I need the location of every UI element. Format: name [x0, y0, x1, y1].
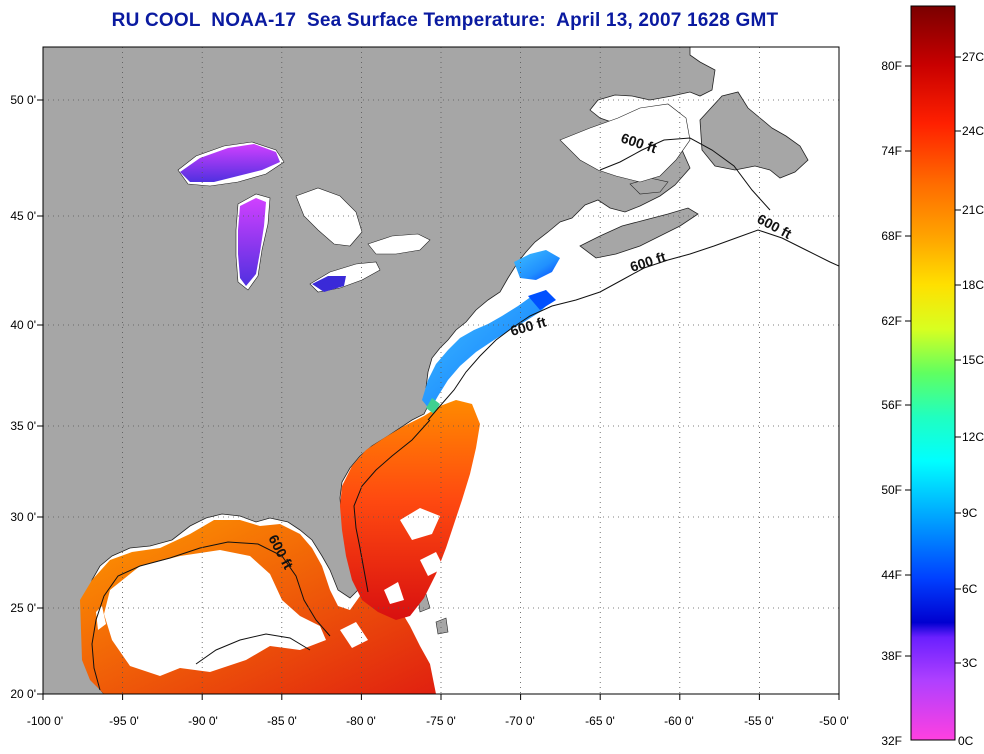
colorbar-fahrenheit-labels: 80F 74F 68F 62F 56F 50F 44F 38F 32F: [881, 59, 902, 748]
lake-huron: [295, 187, 363, 247]
lat-axis-labels: 20 0' 25 0' 30 0' 35 0' 40 0' 45 0' 50 0…: [10, 93, 36, 701]
colorbar-celsius-labels: 27C 24C 21C 18C 15C 12C 9C 6C 3C 0C: [958, 50, 984, 748]
lon-label: -100 0': [27, 714, 63, 728]
lat-label: 25 0': [10, 601, 36, 615]
lon-label: -90 0': [188, 714, 218, 728]
lat-label: 50 0': [10, 93, 36, 107]
colorbar-f-label: 38F: [881, 649, 902, 663]
colorbar-f-label: 44F: [881, 568, 902, 582]
lon-axis-labels: -100 0' -95 0' -90 0' -85 0' -80 0' -75 …: [27, 714, 849, 728]
colorbar-f-label: 32F: [881, 734, 902, 748]
lon-label: -75 0': [426, 714, 456, 728]
sst-nc-transition: [426, 398, 440, 414]
colorbar-c-label: 15C: [962, 353, 984, 367]
land-north-america: [43, 47, 716, 694]
colorbar-c-label: 27C: [962, 50, 984, 64]
colorbar-c-label: 9C: [962, 506, 978, 520]
land-newfoundland: [699, 91, 809, 179]
map-title: RU COOL NOAA-17 Sea Surface Temperature:…: [111, 10, 779, 31]
lon-label: -55 0': [744, 714, 774, 728]
colorbar-f-label: 50F: [881, 483, 902, 497]
colorbar-c-label: 24C: [962, 124, 984, 138]
colorbar-f-label: 80F: [881, 59, 902, 73]
colorbar-f-label: 74F: [881, 144, 902, 158]
contour-600ft-gulf: [91, 541, 331, 691]
lon-label: -95 0': [109, 714, 139, 728]
contour-600ft-newfoundland: [599, 137, 771, 211]
sst-georges-bank: [528, 290, 556, 310]
lat-label: 30 0': [10, 510, 36, 524]
sst-lake-superior: [180, 144, 280, 182]
gulf-of-st-lawrence: [559, 103, 691, 183]
gulf-cloud-patches: [96, 606, 368, 654]
lon-label: -70 0': [505, 714, 535, 728]
colorbar-c-label: 0C: [958, 734, 974, 748]
colorbar-c-label: 18C: [962, 278, 984, 292]
colorbar-ticks: [905, 56, 961, 664]
colorbar-c-label: 3C: [962, 656, 978, 670]
contour-600ft-northeast: [427, 229, 839, 421]
lat-label: 40 0': [10, 318, 36, 332]
colorbar-f-label: 68F: [881, 229, 902, 243]
colorbar-c-label: 12C: [962, 430, 984, 444]
sst-lake-erie: [312, 276, 346, 292]
lon-label: -60 0': [664, 714, 694, 728]
lat-label: 20 0': [10, 687, 36, 701]
lat-label: 35 0': [10, 419, 36, 433]
contour-600ft-southeast: [353, 419, 431, 593]
lat-label: 45 0': [10, 209, 36, 223]
sst-lake-michigan: [238, 198, 266, 286]
land-nova-scotia: [579, 207, 699, 259]
lon-label: -50 0': [819, 714, 849, 728]
axis-ticks: [37, 99, 840, 700]
lake-ontario: [367, 233, 431, 255]
map-layers: 600 ft 600 ft 600 ft 600 ft 600 ft: [43, 47, 839, 694]
sst-gulf-of-maine: [514, 250, 560, 280]
lon-label: -65 0': [585, 714, 615, 728]
sst-atlantic-gulf-stream: [340, 400, 480, 620]
lon-label: -80 0': [346, 714, 376, 728]
colorbar-f-label: 56F: [881, 398, 902, 412]
colorbar-c-label: 21C: [962, 203, 984, 217]
atlantic-cloud-gaps: [384, 508, 444, 604]
colorbar-c-label: 6C: [962, 582, 978, 596]
lon-label: -85 0': [267, 714, 297, 728]
sst-mid-atlantic-shelf: [422, 290, 552, 410]
colorbar-f-label: 62F: [881, 314, 902, 328]
contour-600ft-gulf-inner: [195, 633, 311, 665]
colorbar: [910, 5, 956, 741]
